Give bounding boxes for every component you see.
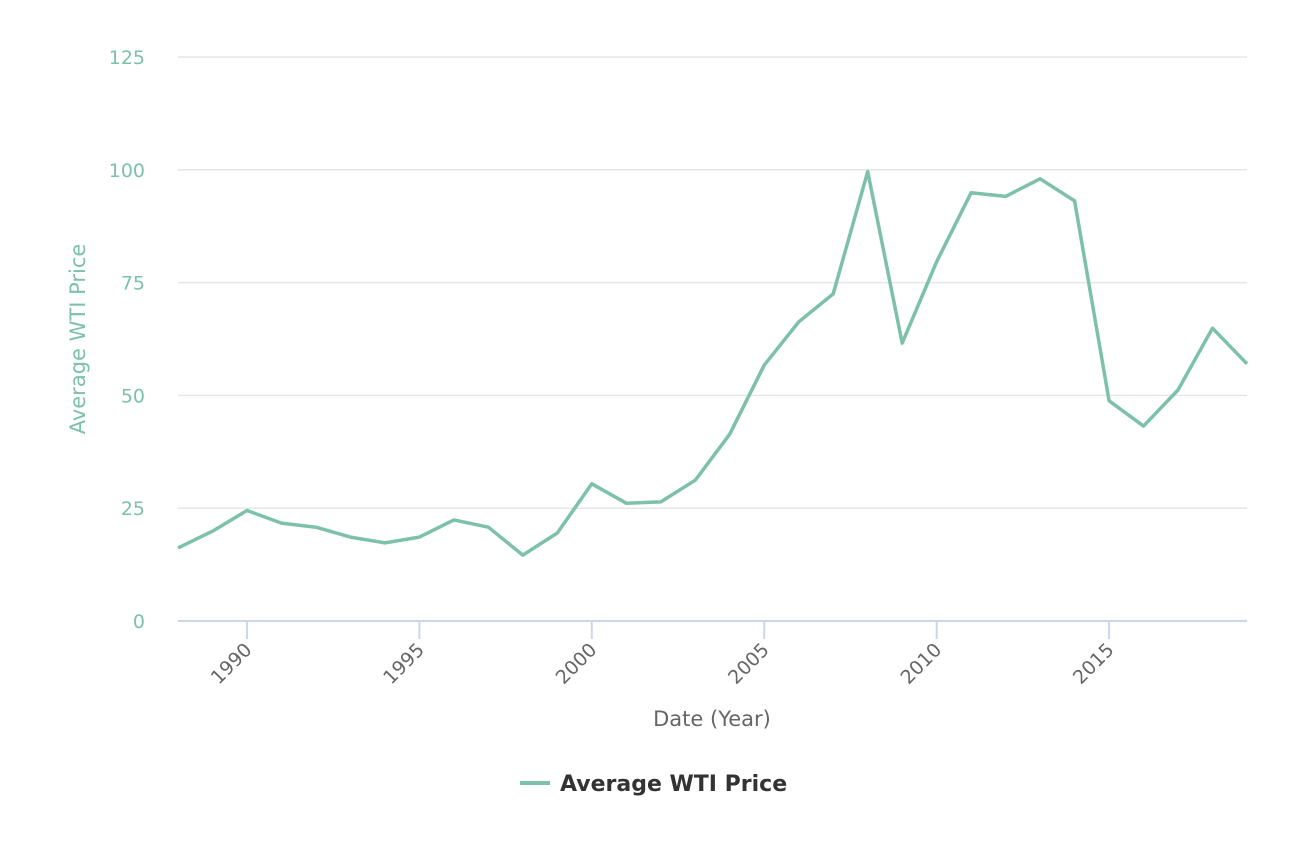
y-tick-label: 125: [109, 47, 145, 69]
x-tick-label: 1995: [379, 639, 429, 689]
x-axis: 1990 1995 2000 2005 2010 2015: [178, 620, 1247, 689]
x-axis-title: Date (Year): [653, 707, 771, 731]
gridlines: [178, 56, 1247, 509]
x-tick-label: 2000: [552, 639, 602, 689]
y-tick-label: 50: [121, 385, 145, 407]
series-line-average-wti-price: [177, 169, 1249, 557]
y-tick-label: 25: [121, 498, 145, 520]
x-tick-label: 2005: [724, 639, 774, 689]
y-tick-label: 100: [109, 160, 145, 182]
legend-item[interactable]: Average WTI Price: [520, 772, 787, 797]
legend-label: Average WTI Price: [560, 772, 787, 797]
y-tick-label: 0: [133, 611, 145, 633]
x-tick-label: 2015: [1069, 639, 1119, 689]
x-tick-label: 1990: [207, 639, 257, 689]
y-axis-ticks: 0 25 50 75 100 125: [109, 47, 145, 633]
y-tick-label: 75: [121, 273, 145, 295]
x-tick-label: 2010: [896, 639, 946, 689]
y-axis-title: Average WTI Price: [66, 244, 90, 435]
